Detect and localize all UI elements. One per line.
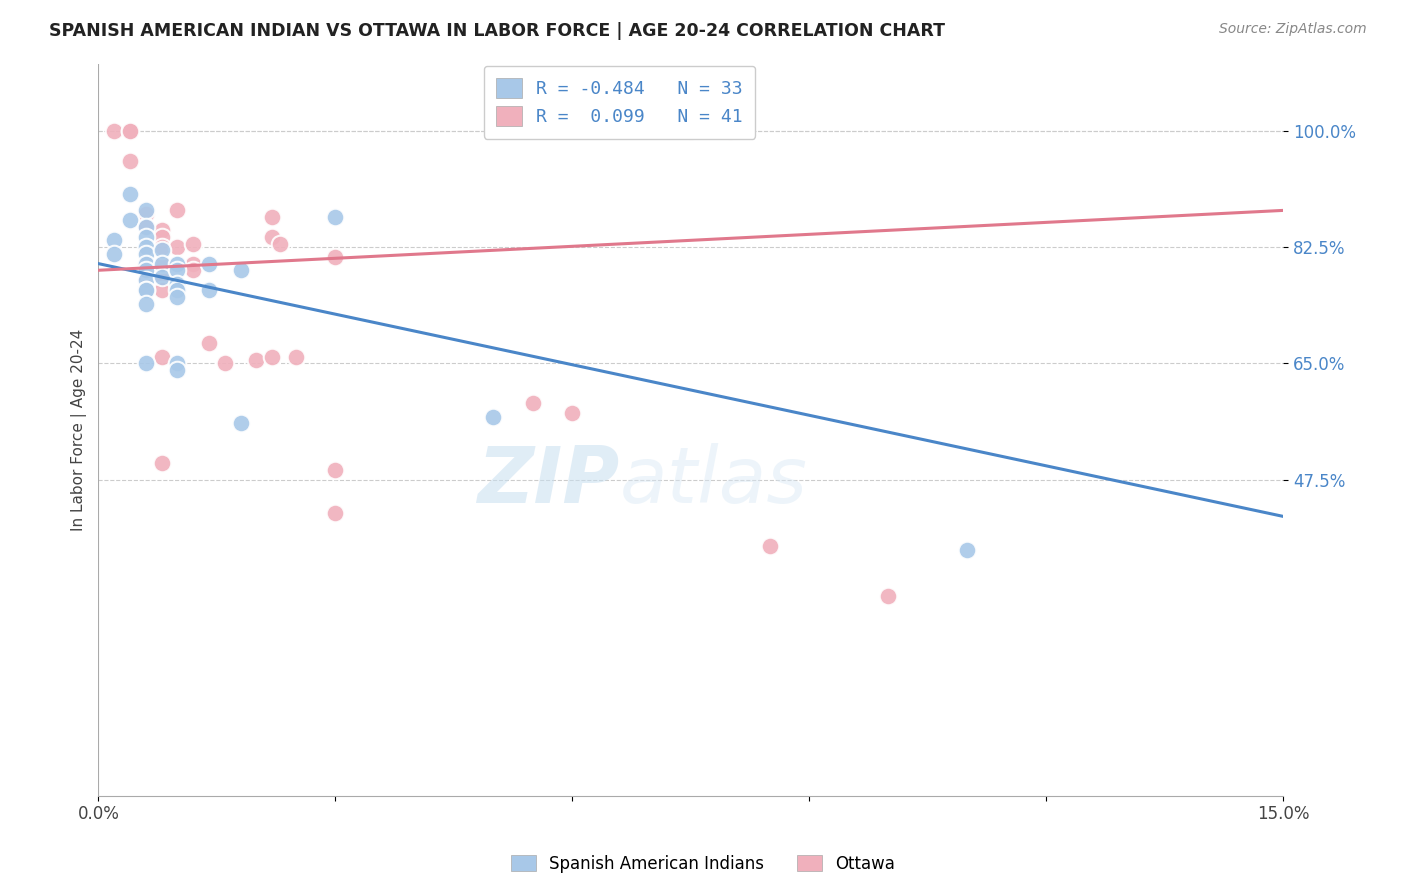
Point — [323, 250, 346, 264]
Point — [135, 273, 157, 287]
Point — [150, 350, 173, 364]
Point — [135, 220, 157, 235]
Point — [166, 263, 188, 277]
Point — [166, 363, 188, 377]
Point — [482, 409, 505, 424]
Point — [166, 277, 188, 291]
Point — [150, 456, 173, 470]
Point — [135, 283, 157, 297]
Point — [135, 203, 157, 218]
Point — [118, 153, 141, 168]
Point — [561, 406, 583, 420]
Point — [269, 236, 291, 251]
Point — [229, 417, 252, 431]
Point — [323, 463, 346, 477]
Point — [135, 356, 157, 370]
Point — [150, 223, 173, 237]
Point — [135, 283, 157, 297]
Point — [679, 123, 702, 137]
Point — [166, 283, 188, 297]
Point — [135, 296, 157, 310]
Point — [150, 230, 173, 244]
Legend: R = -0.484   N = 33, R =  0.099   N = 41: R = -0.484 N = 33, R = 0.099 N = 41 — [484, 66, 755, 139]
Point — [323, 506, 346, 520]
Point — [166, 257, 188, 271]
Point — [118, 123, 141, 137]
Point — [118, 186, 141, 201]
Point — [150, 283, 173, 297]
Point — [262, 210, 284, 224]
Point — [135, 207, 157, 221]
Point — [150, 267, 173, 281]
Point — [135, 244, 157, 258]
Point — [181, 257, 204, 271]
Point — [150, 269, 173, 284]
Legend: Spanish American Indians, Ottawa: Spanish American Indians, Ottawa — [503, 848, 903, 880]
Text: ZIP: ZIP — [478, 443, 620, 519]
Point — [150, 240, 173, 254]
Point — [103, 233, 125, 247]
Point — [150, 273, 173, 287]
Point — [758, 539, 780, 553]
Point — [118, 123, 141, 137]
Point — [135, 273, 157, 287]
Point — [118, 213, 141, 227]
Point — [166, 240, 188, 254]
Point — [135, 257, 157, 271]
Point — [150, 257, 173, 271]
Point — [103, 246, 125, 260]
Point — [135, 240, 157, 254]
Point — [522, 396, 544, 410]
Point — [245, 353, 267, 368]
Point — [262, 230, 284, 244]
Text: atlas: atlas — [620, 443, 807, 519]
Point — [103, 123, 125, 137]
Point — [150, 257, 173, 271]
Point — [198, 283, 221, 297]
Point — [877, 589, 900, 603]
Point — [956, 542, 979, 557]
Point — [198, 336, 221, 351]
Text: SPANISH AMERICAN INDIAN VS OTTAWA IN LABOR FORCE | AGE 20-24 CORRELATION CHART: SPANISH AMERICAN INDIAN VS OTTAWA IN LAB… — [49, 22, 945, 40]
Point — [181, 263, 204, 277]
Point — [166, 290, 188, 304]
Point — [181, 236, 204, 251]
Point — [150, 244, 173, 258]
Point — [198, 257, 221, 271]
Y-axis label: In Labor Force | Age 20-24: In Labor Force | Age 20-24 — [72, 329, 87, 531]
Point — [718, 123, 741, 137]
Point — [135, 263, 157, 277]
Point — [135, 230, 157, 244]
Point — [284, 350, 307, 364]
Point — [135, 257, 157, 271]
Point — [323, 210, 346, 224]
Point — [166, 203, 188, 218]
Point — [135, 280, 157, 294]
Point — [214, 356, 236, 370]
Point — [135, 246, 157, 260]
Point — [166, 356, 188, 370]
Point — [135, 263, 157, 277]
Point — [135, 220, 157, 235]
Point — [262, 350, 284, 364]
Text: Source: ZipAtlas.com: Source: ZipAtlas.com — [1219, 22, 1367, 37]
Point — [229, 263, 252, 277]
